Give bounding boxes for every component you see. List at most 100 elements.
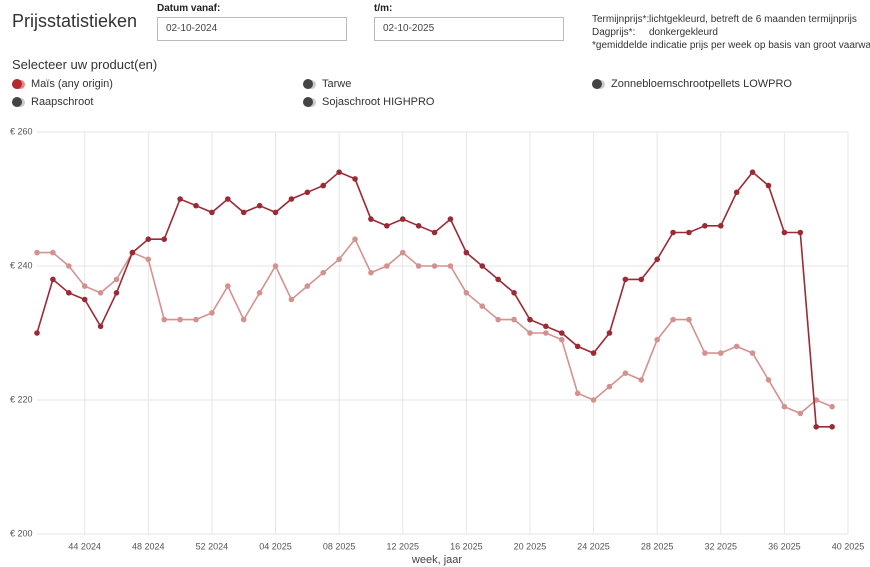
data-point <box>670 229 676 236</box>
data-point <box>256 202 263 209</box>
note-text: lichtgekleurd, betreft de 6 maanden term… <box>649 14 857 25</box>
y-tick-label: € 200 <box>10 528 33 538</box>
data-point <box>288 296 295 303</box>
data-point <box>558 330 565 336</box>
data-point <box>415 263 422 269</box>
x-tick-label: 04 2025 <box>259 541 292 551</box>
data-point <box>654 256 660 263</box>
data-point <box>558 336 565 343</box>
data-point <box>463 290 470 296</box>
data-point <box>225 283 231 289</box>
data-point <box>702 223 708 229</box>
toggle-knob <box>592 78 602 89</box>
data-point <box>765 182 772 189</box>
to-label: t/m: <box>374 3 393 14</box>
data-point <box>66 263 72 269</box>
toggle[interactable] <box>12 96 25 107</box>
x-tick-label: 44 2024 <box>68 541 101 551</box>
data-point <box>749 350 756 356</box>
note-footnote: *gemiddelde indicatie prijs per week op … <box>592 40 870 51</box>
data-point <box>415 223 422 229</box>
data-point <box>225 196 231 202</box>
page-title: Prijsstatistieken <box>12 11 138 31</box>
product-option[interactable]: Sojaschroot HIGHPRO <box>303 96 434 108</box>
data-point <box>495 316 501 323</box>
data-point <box>733 343 740 350</box>
product-label: Zonnebloemschrootpellets LOWPRO <box>611 78 792 90</box>
data-point <box>209 310 215 316</box>
data-point <box>352 176 358 182</box>
data-point <box>431 263 438 269</box>
y-tick-label: € 240 <box>10 260 33 270</box>
x-tick-label: 08 2025 <box>323 541 356 551</box>
x-tick-label: 24 2025 <box>577 541 610 551</box>
product-option[interactable]: Tarwe <box>303 78 351 90</box>
data-point <box>638 276 645 283</box>
data-point <box>590 350 597 356</box>
data-point <box>240 209 247 216</box>
data-point <box>288 196 295 202</box>
toggle-knob <box>12 78 22 89</box>
product-option[interactable]: Zonnebloemschrootpellets LOWPRO <box>592 78 792 90</box>
data-point <box>50 249 56 256</box>
data-point <box>590 397 597 403</box>
data-point <box>829 403 835 410</box>
data-point <box>511 316 517 323</box>
toggle-knob <box>303 78 313 89</box>
data-point <box>161 236 168 242</box>
note-key: Dagprijs*: <box>592 27 636 38</box>
data-point <box>702 350 708 356</box>
data-point <box>399 216 406 222</box>
data-point <box>34 330 40 336</box>
data-point <box>829 424 835 430</box>
data-point <box>622 370 629 377</box>
data-point <box>654 336 660 343</box>
data-point <box>543 330 549 336</box>
y-tick-label: € 220 <box>10 394 33 404</box>
from-input[interactable]: 02-10-2024 <box>157 17 347 41</box>
data-point <box>479 303 486 310</box>
data-point <box>781 229 788 236</box>
y-tick-label: € 260 <box>10 126 33 136</box>
data-point <box>622 276 629 283</box>
x-tick-label: 36 2025 <box>768 541 801 551</box>
data-point <box>304 189 311 196</box>
toggle[interactable] <box>303 96 316 107</box>
x-axis-title: week, jaar <box>411 554 462 566</box>
data-point <box>717 350 724 356</box>
data-point <box>765 377 772 383</box>
data-point <box>463 249 470 256</box>
data-point <box>66 290 72 296</box>
x-tick-label: 52 2024 <box>196 541 229 551</box>
data-point <box>797 410 804 417</box>
data-point <box>384 223 390 229</box>
x-tick-label: 20 2025 <box>514 541 547 551</box>
product-option[interactable]: Maïs (any origin) <box>12 78 113 90</box>
toggle[interactable] <box>12 78 25 89</box>
note-key: Termijnprijs*: <box>592 14 650 25</box>
data-point <box>606 383 613 390</box>
data-point <box>34 249 40 256</box>
data-point <box>479 263 486 269</box>
data-point <box>113 290 120 296</box>
data-point <box>447 263 454 269</box>
data-point <box>574 343 581 350</box>
data-point <box>543 323 549 330</box>
product-option[interactable]: Raapschroot <box>12 96 93 108</box>
data-point <box>384 263 390 269</box>
to-input[interactable]: 02-10-2025 <box>374 17 564 41</box>
x-tick-label: 48 2024 <box>132 541 165 551</box>
x-tick-label: 28 2025 <box>641 541 674 551</box>
data-point <box>511 290 517 296</box>
x-tick-label: 32 2025 <box>705 541 738 551</box>
data-point <box>495 276 501 283</box>
toggle[interactable] <box>592 78 605 89</box>
data-point <box>145 236 152 242</box>
data-point <box>129 249 136 256</box>
toggle[interactable] <box>303 78 316 89</box>
data-point <box>209 209 215 216</box>
data-point <box>320 269 327 276</box>
data-point <box>97 290 104 296</box>
